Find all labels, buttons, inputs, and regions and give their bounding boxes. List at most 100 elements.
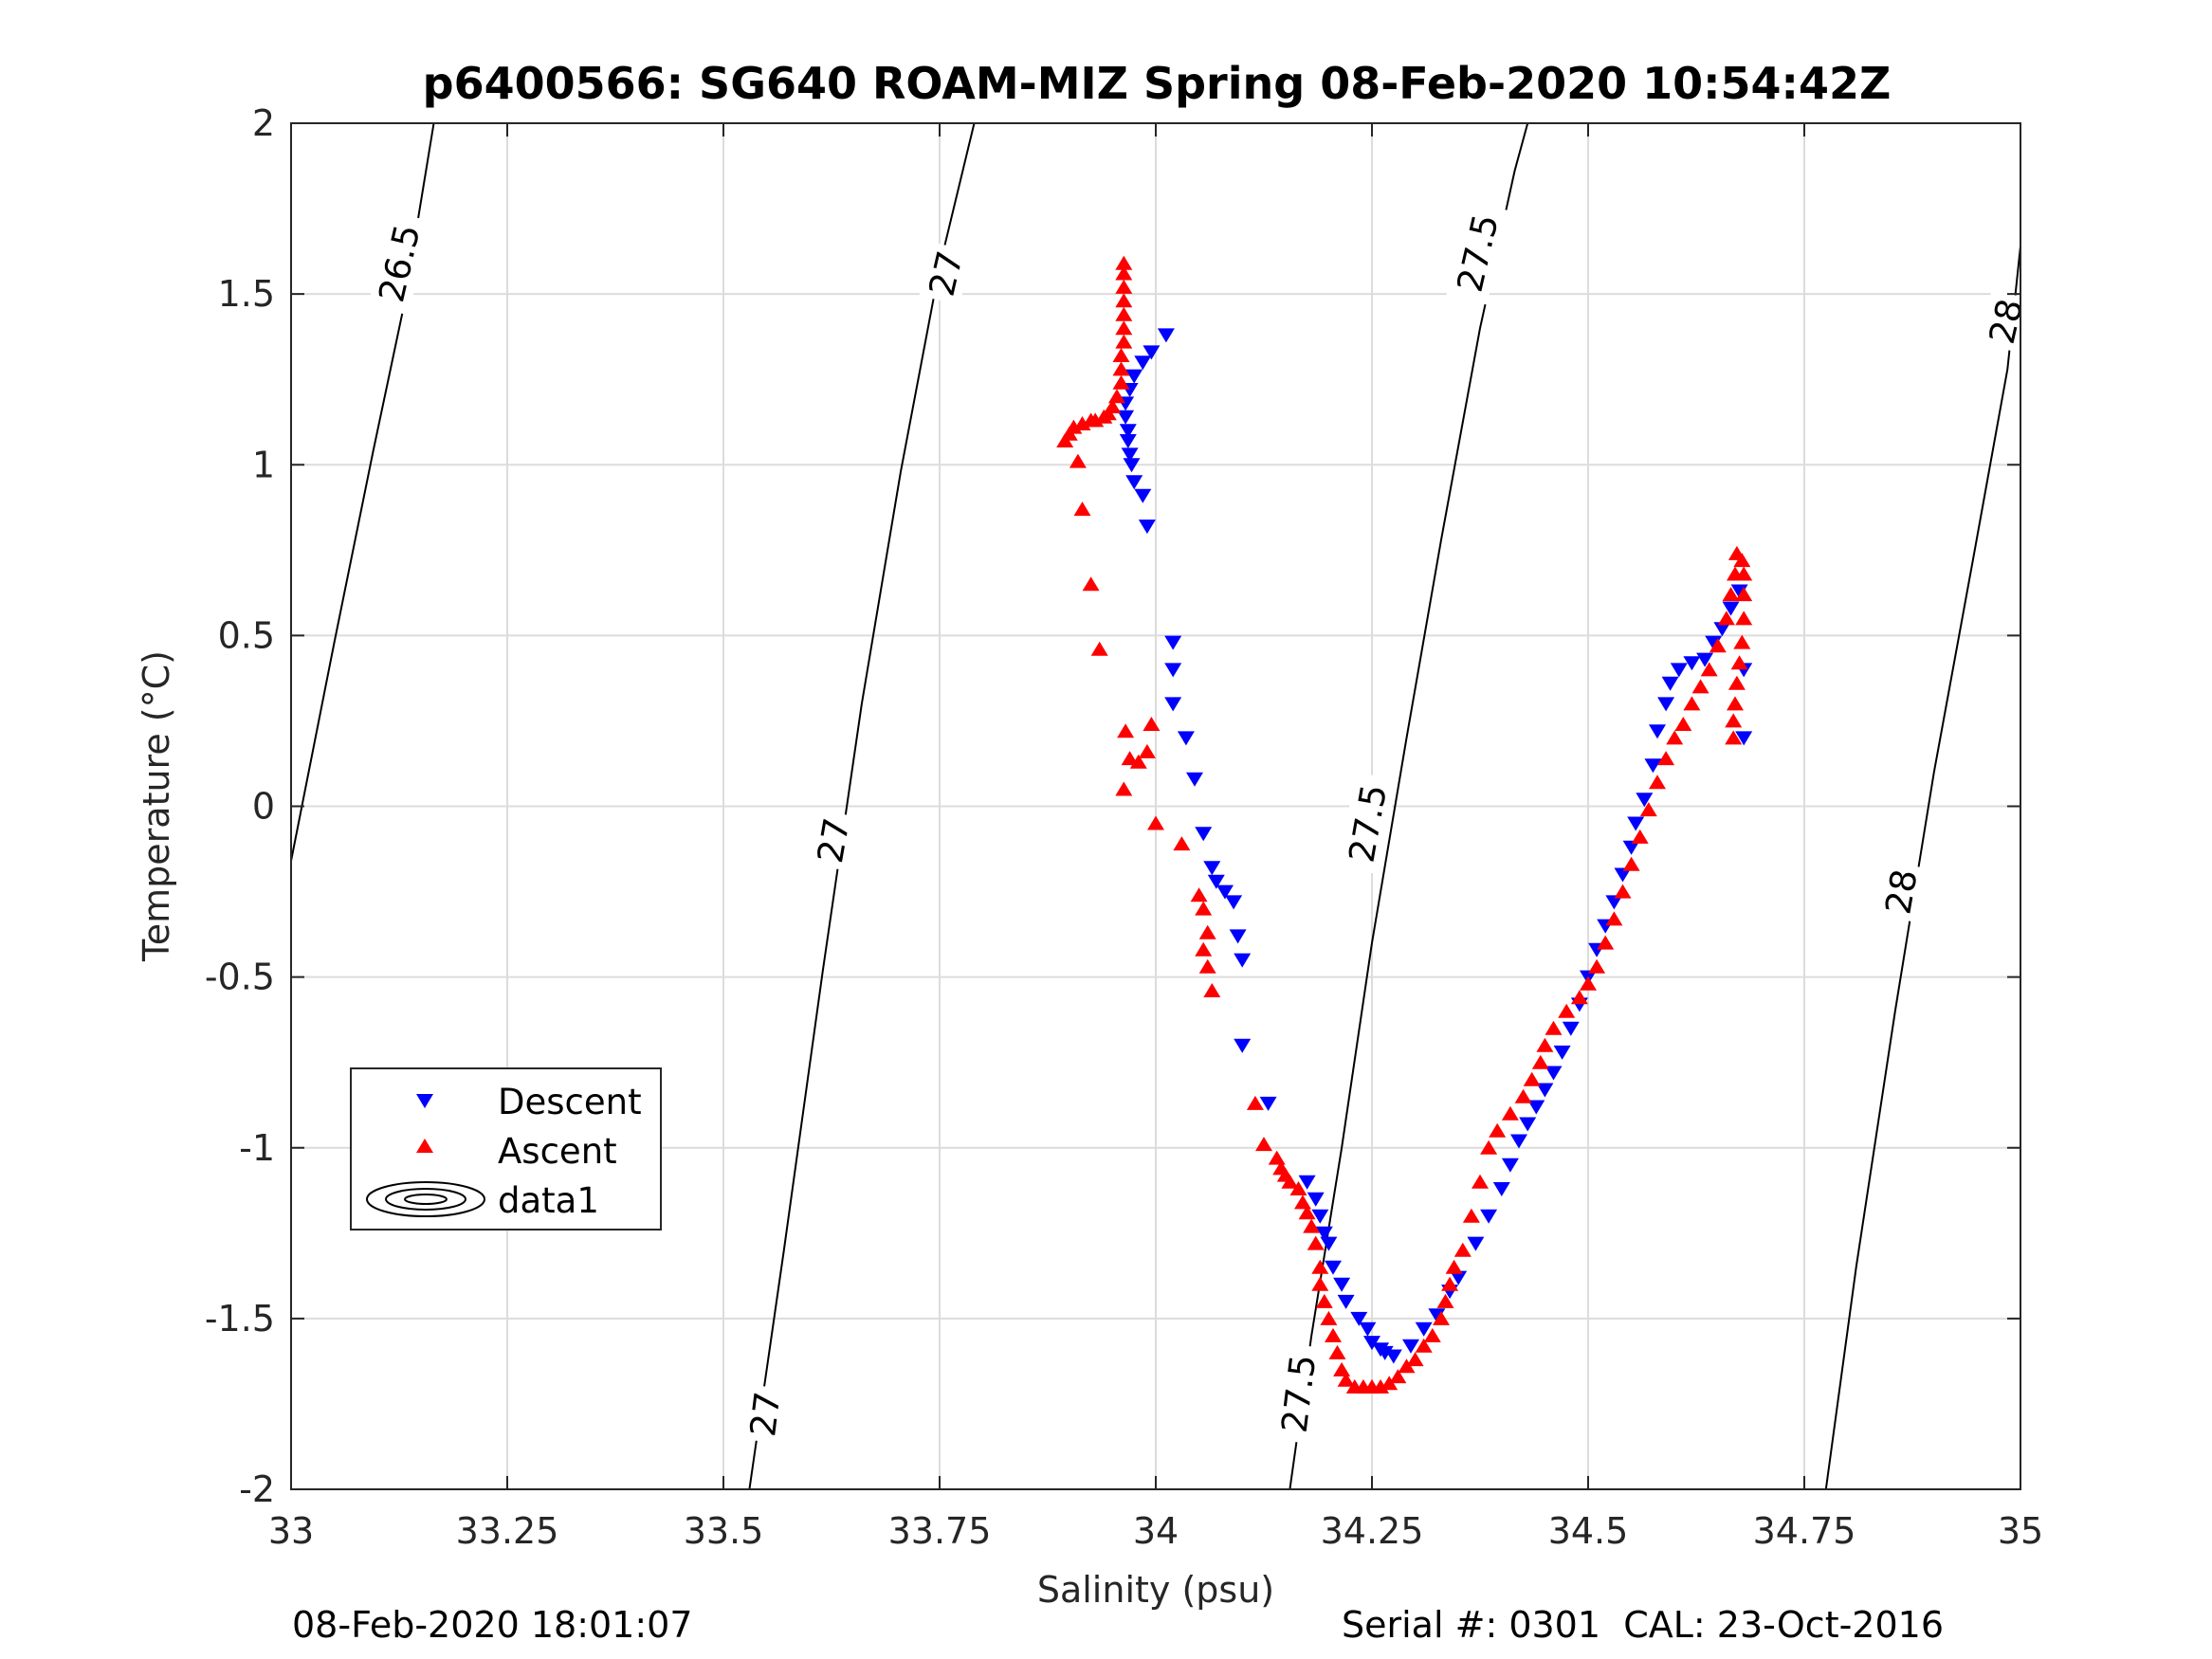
ascent-point xyxy=(1112,348,1130,362)
isopycnal-label: 28 xyxy=(1982,295,2031,348)
ascent-point xyxy=(1730,655,1748,670)
descent-point xyxy=(1216,884,1234,900)
ascent-point xyxy=(1433,1310,1450,1325)
ascent-point xyxy=(1605,911,1623,926)
descent-point xyxy=(1186,772,1203,787)
x-tick-label: 35 xyxy=(1998,1510,2043,1552)
legend-ascent-label: Ascent xyxy=(498,1131,617,1172)
descent-point xyxy=(1501,1158,1519,1173)
isopycnal-label-group: 28 xyxy=(1875,861,1927,922)
ascent-point xyxy=(1722,587,1740,602)
ascent-point xyxy=(1588,958,1606,974)
descent-point xyxy=(1683,656,1701,671)
ascent-point xyxy=(1436,1293,1454,1308)
descent-point xyxy=(1536,1083,1554,1098)
ascent-point xyxy=(1090,641,1108,656)
x-tick-label: 34.25 xyxy=(1321,1510,1424,1552)
ascent-point xyxy=(1536,1037,1554,1052)
descent-point xyxy=(1229,929,1247,944)
descent-point xyxy=(1259,1096,1277,1111)
descent-point xyxy=(1207,874,1225,889)
ascent-point xyxy=(1472,1174,1489,1189)
ascent-point xyxy=(1115,306,1133,321)
isopycnal-label-bg xyxy=(808,810,859,871)
ascent-point xyxy=(1328,1344,1346,1359)
descent-point xyxy=(1467,1236,1485,1251)
descent-point xyxy=(1527,1100,1545,1115)
ascent-point xyxy=(1631,829,1649,844)
descent-point xyxy=(1636,793,1654,808)
descent-point xyxy=(1134,356,1152,371)
descent-point xyxy=(1649,724,1666,739)
descent-point xyxy=(1450,1270,1468,1285)
ascent-point xyxy=(1115,279,1133,294)
isopycnal-label-group: 28 xyxy=(1979,289,2033,354)
ascent-point xyxy=(1674,717,1692,731)
ascent-point xyxy=(1115,334,1133,349)
ascent-point xyxy=(1558,1003,1576,1018)
ascent-point xyxy=(1691,679,1709,694)
ascent-point xyxy=(1683,696,1701,711)
ascent-point xyxy=(1415,1338,1433,1353)
descent-point xyxy=(1384,1349,1402,1364)
ascent-point xyxy=(1190,887,1208,902)
isopycnal-label-bg xyxy=(740,1384,790,1445)
ascent-point xyxy=(1453,1242,1472,1257)
ascent-point xyxy=(1112,361,1130,376)
ascent-point xyxy=(1725,730,1743,745)
descent-point xyxy=(1325,1260,1342,1275)
ascent-point xyxy=(1733,553,1751,568)
ascent-point xyxy=(1622,856,1640,871)
ascent-point xyxy=(1289,1181,1307,1195)
descent-point xyxy=(1510,1134,1527,1149)
isopycnal-label-bg xyxy=(919,242,973,305)
ascent-point xyxy=(1112,374,1130,390)
ascent-point xyxy=(1398,1358,1416,1374)
ascent-point xyxy=(1115,781,1133,796)
isopycnal-label: 28 xyxy=(1877,866,1926,918)
isopycnal-label: 27 xyxy=(810,815,858,866)
descent-point xyxy=(1363,1336,1380,1351)
ascent-point xyxy=(1115,293,1133,308)
descent-point xyxy=(1117,410,1135,425)
descent-point xyxy=(1125,475,1143,490)
ascent-point xyxy=(1173,836,1191,851)
descent-point xyxy=(1402,1339,1419,1354)
ascent-point xyxy=(1337,1372,1355,1387)
ascent-point xyxy=(1480,1139,1498,1155)
descent-point xyxy=(1492,1182,1510,1196)
isopycnal-label-bg xyxy=(1338,772,1397,875)
ascent-point xyxy=(1303,1218,1321,1233)
descent-point xyxy=(1545,1066,1563,1081)
descent-point xyxy=(1164,697,1182,712)
footer-timestamp: 08-Feb-2020 18:01:07 xyxy=(292,1604,693,1646)
ascent-point xyxy=(1389,1369,1407,1384)
isopycnal-label-bg xyxy=(368,211,430,316)
ascent-point xyxy=(1147,815,1164,830)
isopycnal-label-group: 27 xyxy=(919,242,973,305)
ascent-point xyxy=(1445,1259,1463,1274)
ascent-point xyxy=(1639,802,1657,817)
ascent-point xyxy=(1203,983,1221,997)
descent-point xyxy=(1234,1038,1252,1053)
descent-point xyxy=(1311,1209,1329,1224)
ascent-point xyxy=(1733,634,1751,649)
descent-point xyxy=(1121,447,1139,463)
isopycnal-label-group: 27.5 xyxy=(1271,1342,1325,1445)
ascent-point xyxy=(1129,754,1147,769)
descent-point xyxy=(1125,369,1143,384)
descent-point xyxy=(1164,663,1182,678)
ascent-point xyxy=(1073,416,1091,430)
ascent-point xyxy=(1320,1310,1338,1325)
ascent-point xyxy=(1115,255,1133,270)
ascent-point xyxy=(1717,611,1735,626)
isopycnal-label-group: 27 xyxy=(740,1384,790,1445)
legend: Descent Ascent data1 xyxy=(350,1067,662,1231)
descent-point xyxy=(1298,1175,1316,1190)
legend-contour-label: data1 xyxy=(498,1180,599,1221)
legend-ascent-marker xyxy=(416,1139,433,1153)
descent-point xyxy=(1203,861,1221,876)
ascent-point xyxy=(1489,1122,1507,1138)
ascent-point xyxy=(1657,751,1675,766)
ascent-point xyxy=(1725,713,1743,728)
